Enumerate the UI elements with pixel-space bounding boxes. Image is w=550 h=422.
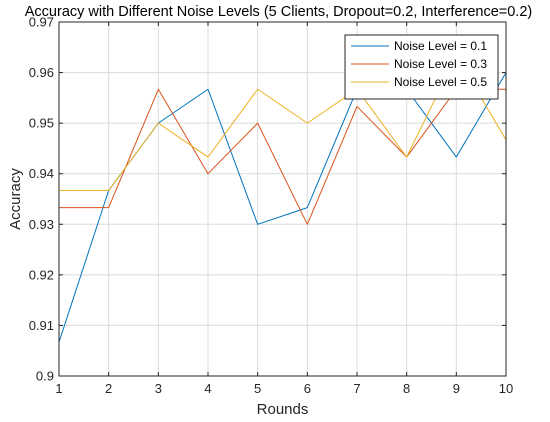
- legend-label-1: Noise Level = 0.1: [394, 39, 487, 53]
- y-tick-label: 0.95: [29, 116, 54, 131]
- legend: Noise Level = 0.1 Noise Level = 0.3 Noise …: [344, 34, 499, 100]
- series-lines: [58, 55, 507, 343]
- legend-label-2: Noise Level = 0.3: [394, 57, 487, 71]
- x-tick-label: 9: [453, 381, 460, 396]
- plot-border: [58, 21, 507, 377]
- x-tick-label: 3: [155, 381, 162, 396]
- y-tick-label: 0.94: [29, 166, 54, 181]
- x-tick-label: 7: [353, 381, 360, 396]
- x-tick-label: 5: [254, 381, 261, 396]
- x-tick-label: 2: [105, 381, 112, 396]
- x-axis-title: Rounds: [257, 401, 309, 418]
- y-tick-label: 0.97: [29, 15, 54, 30]
- x-tick-label: 6: [304, 381, 311, 396]
- x-tick-label: 8: [403, 381, 410, 396]
- y-tick-label: 0.92: [29, 267, 54, 282]
- y-tick-label: 0.91: [29, 318, 54, 333]
- series-line-2: [59, 88, 506, 225]
- y-tick-label: 0.96: [29, 65, 54, 80]
- series-line-3: [59, 55, 507, 191]
- ticks: 1 2 3 4 5 6 7 8 9 10 0.9 0.91 0.92 0.93 0.94 0.95 0.96 0.…: [29, 15, 514, 397]
- y-tick-label: 0.9: [36, 369, 54, 384]
- x-tick-label: 10: [499, 381, 513, 396]
- legend-label-3: Noise Level = 0.5: [394, 75, 487, 89]
- y-tick-label: 0.93: [29, 217, 54, 232]
- y-axis-title: Accuracy: [7, 168, 24, 230]
- x-tick-label: 4: [204, 381, 211, 396]
- x-tick-label: 1: [55, 381, 62, 396]
- chart-title: Accuracy with Different Noise Levels (5 …: [25, 4, 532, 20]
